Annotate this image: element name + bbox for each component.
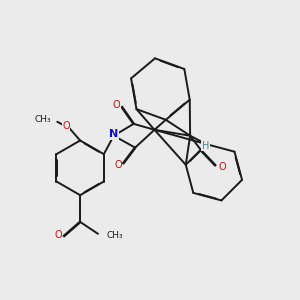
Text: O: O <box>62 121 70 130</box>
Text: CH₃: CH₃ <box>34 115 51 124</box>
Text: O: O <box>114 160 122 170</box>
Text: O: O <box>218 162 226 172</box>
Text: O: O <box>112 100 120 110</box>
Text: N: N <box>109 129 119 139</box>
Text: CH₃: CH₃ <box>106 231 123 240</box>
Text: H: H <box>202 140 209 151</box>
Text: O: O <box>54 230 62 240</box>
